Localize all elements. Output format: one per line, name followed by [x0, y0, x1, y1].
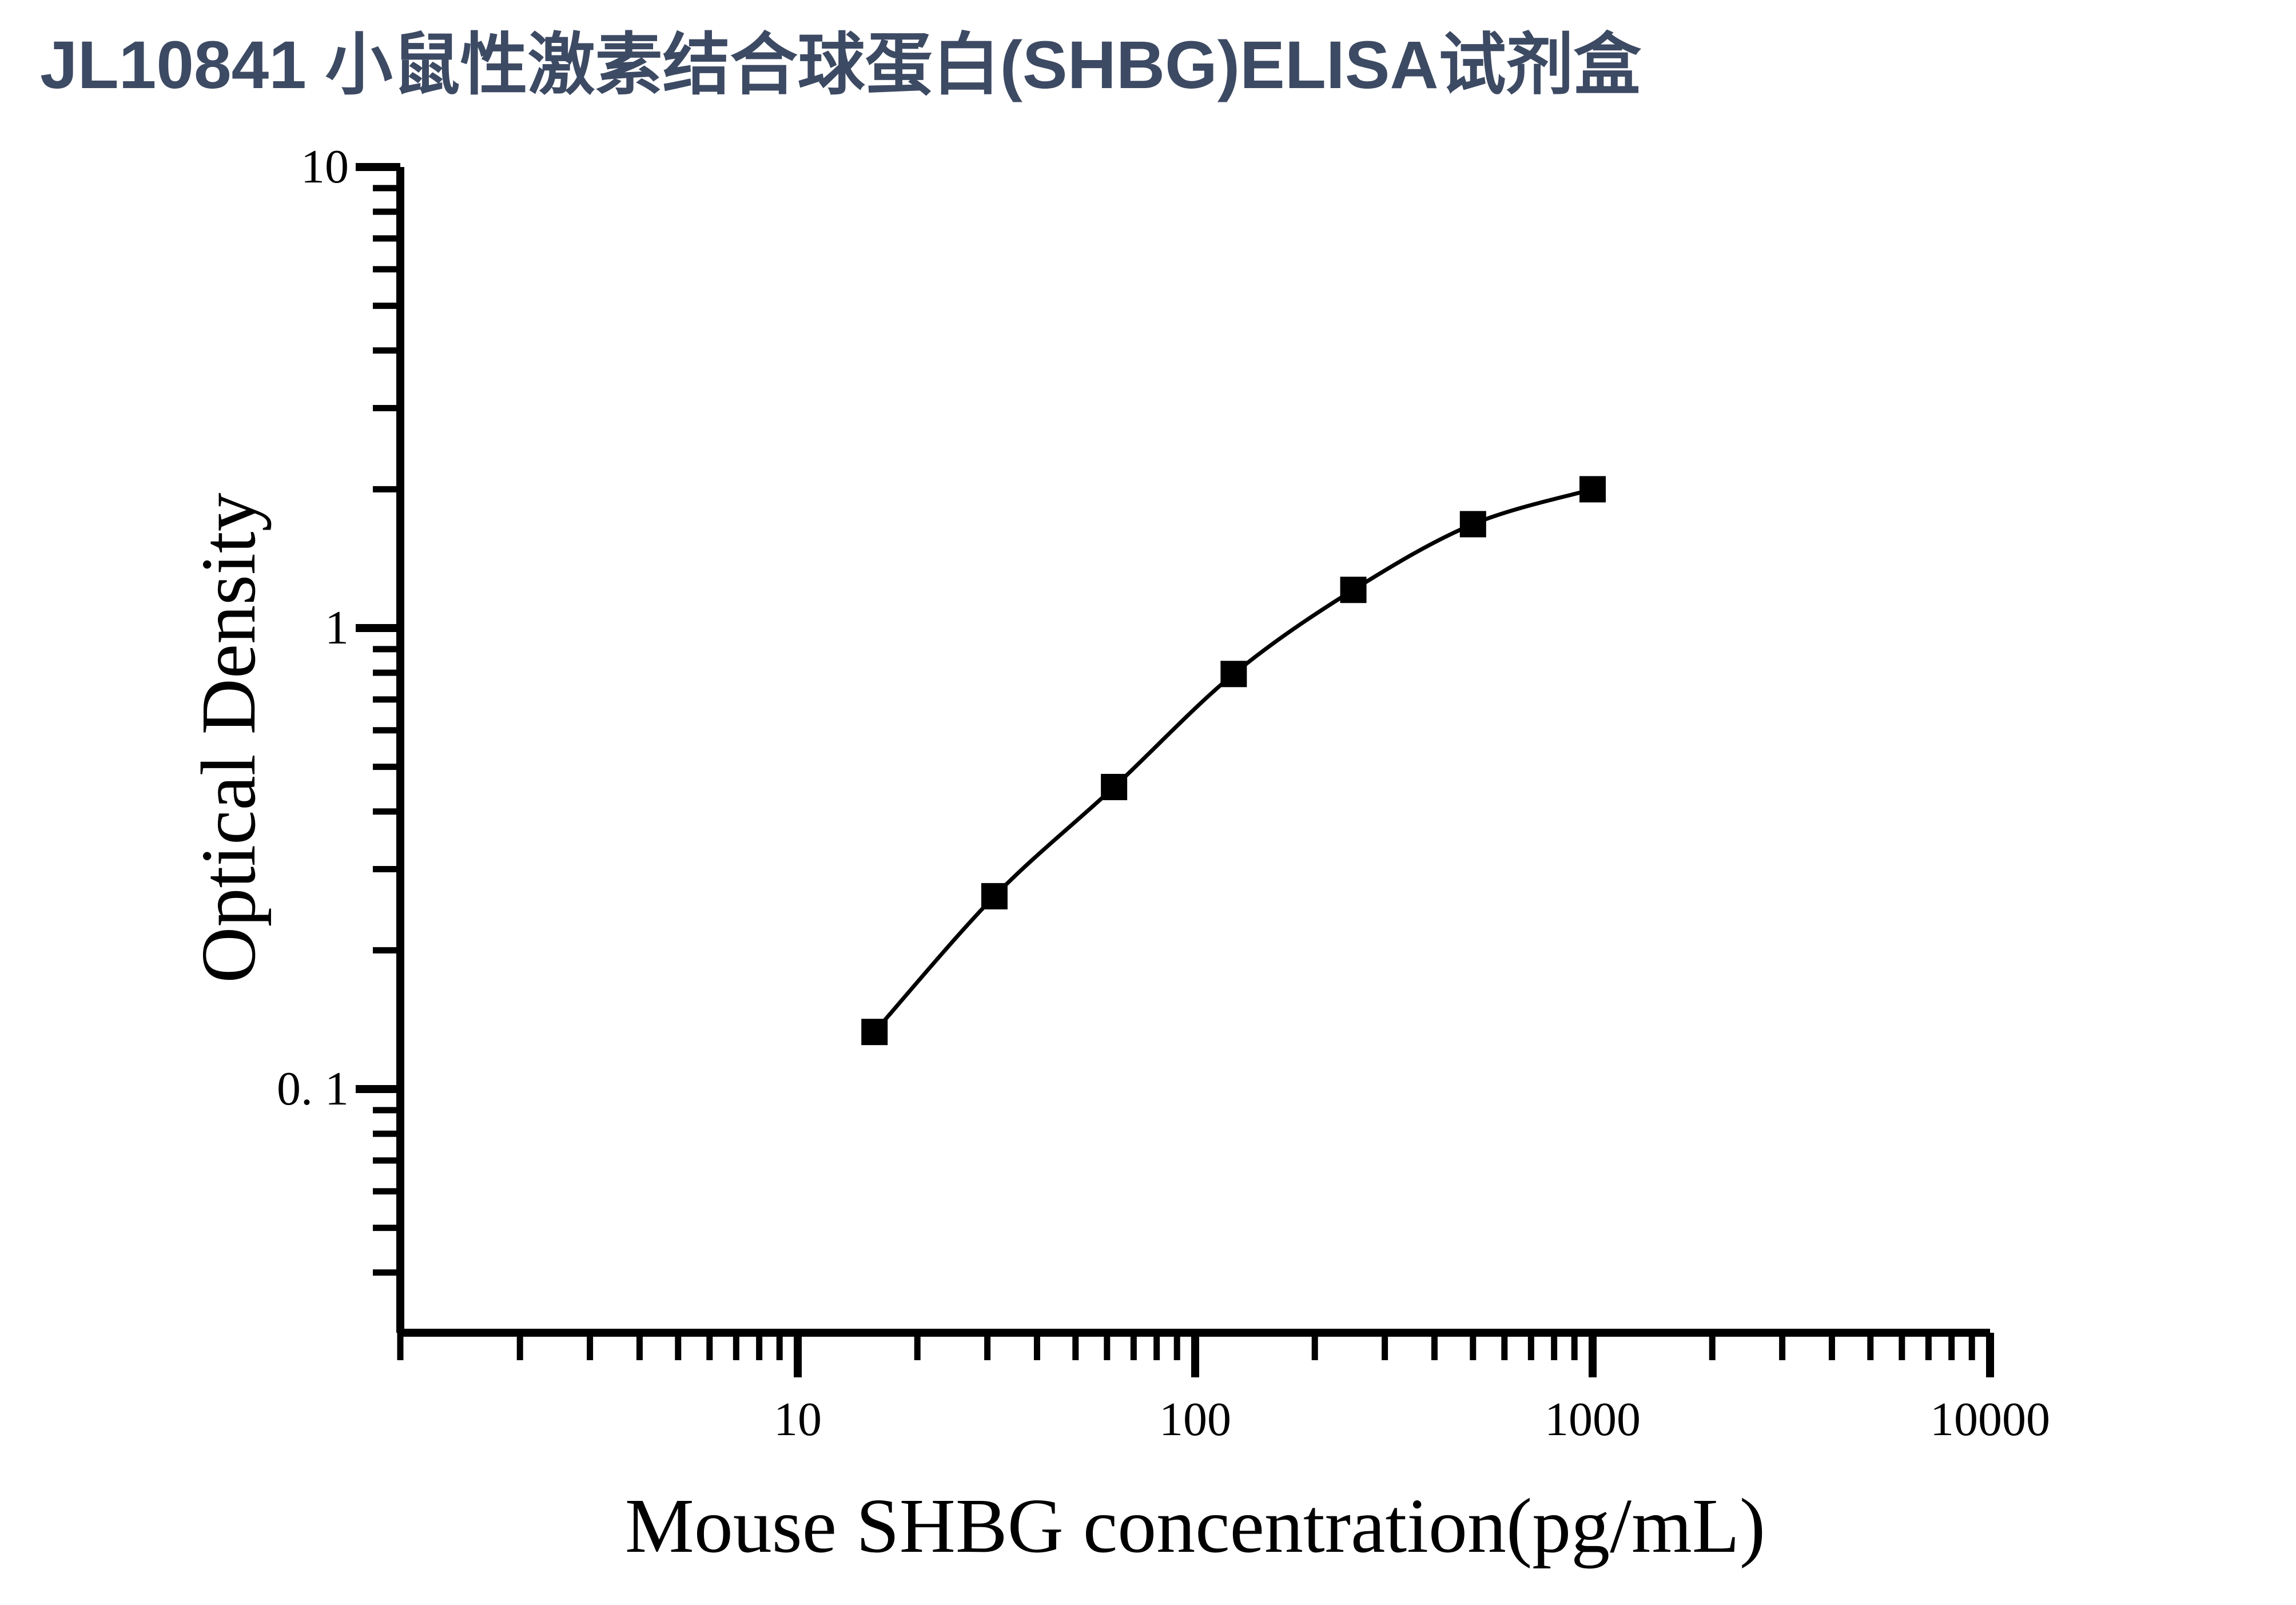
- x-tick-label: 10000: [1930, 1393, 2050, 1446]
- y-tick-label: 10: [301, 140, 349, 193]
- series-markers: [861, 476, 1606, 1046]
- x-axis-ticks: [397, 1333, 1994, 1377]
- y-tick-label: 1: [325, 601, 349, 654]
- axis-spines: [396, 167, 1990, 1337]
- data-point-marker: [1459, 511, 1486, 538]
- x-axis-title: Mouse SHBG concentration(pg/mL): [624, 1483, 1766, 1569]
- y-axis-ticks: [356, 163, 400, 1276]
- data-point-marker: [1340, 577, 1367, 603]
- series-curve-line: [873, 487, 1593, 1034]
- x-tick-label: 10: [774, 1393, 822, 1446]
- y-tick-label: 0. 1: [277, 1062, 349, 1115]
- x-tick-label: 100: [1159, 1393, 1231, 1446]
- page-title: JL10841 小鼠性激素结合球蛋白(SHBG)ELISA试剂盒: [40, 27, 1641, 103]
- x-tick-label: 1000: [1545, 1393, 1641, 1446]
- data-point-marker: [981, 883, 1008, 909]
- data-point-marker: [1101, 773, 1128, 800]
- data-series-group: [861, 476, 1606, 1046]
- data-point-marker: [1220, 661, 1247, 688]
- y-axis-title: Optical Density: [186, 492, 272, 983]
- data-point-marker: [1579, 476, 1606, 503]
- data-point-marker: [861, 1019, 888, 1046]
